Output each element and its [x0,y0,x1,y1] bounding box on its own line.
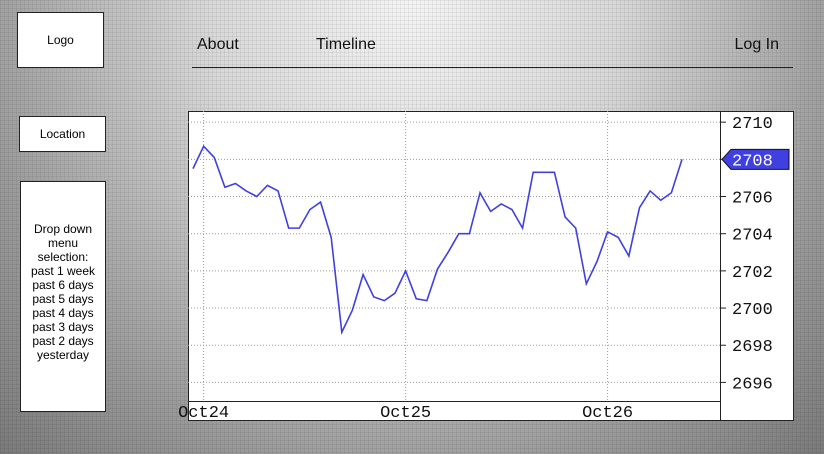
y-tick-label: 2706 [732,190,773,209]
menu-text: Drop down [33,222,93,236]
y-tick-label: 2700 [732,301,773,320]
current-value-label: 2708 [732,152,773,171]
x-tick-label: Oct25 [380,404,431,423]
y-tick-label: 2710 [732,115,773,134]
menu-text: past 6 days [32,278,94,292]
line-series [192,144,683,336]
x-tick-label: Oct26 [582,404,633,423]
menu-text: menu [47,236,79,250]
menu-text: past 2 days [32,334,94,348]
nav-link[interactable]: About [197,36,239,53]
menu-text: yesterday [36,348,90,362]
nav-link[interactable]: Timeline [316,36,376,53]
dropdown-menu[interactable]: Drop down menu selection: past 1 week past 6… [20,181,106,412]
x-tick-label: Oct24 [178,404,229,423]
y-tick-label: 2704 [732,227,773,246]
y-tick-label: 2702 [732,264,773,283]
menu-text: past 5 days [32,292,94,306]
menu-text: past 4 days [32,306,94,320]
location[interactable]: Location [19,116,106,152]
chart-frame [188,111,794,421]
menu-text: past 1 week [30,264,96,278]
logo: Logo [17,12,104,68]
menu-text: past 3 days [32,320,94,334]
y-tick-label: 2698 [732,338,773,357]
nav-divider [192,67,793,68]
menu-text: selection: [37,250,89,264]
current-value-tag [721,148,790,170]
login-link[interactable]: Log In [734,36,779,53]
y-tick-label: 2696 [732,375,773,394]
